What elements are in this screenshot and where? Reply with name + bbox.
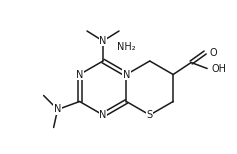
Text: O: O — [209, 47, 217, 57]
Text: NH₂: NH₂ — [117, 42, 136, 52]
Text: N: N — [99, 110, 107, 120]
Text: OH: OH — [211, 63, 226, 73]
Text: S: S — [147, 110, 153, 120]
Text: N: N — [76, 69, 83, 79]
Text: N: N — [123, 69, 130, 79]
Text: N: N — [99, 36, 107, 46]
Text: N: N — [54, 105, 61, 115]
